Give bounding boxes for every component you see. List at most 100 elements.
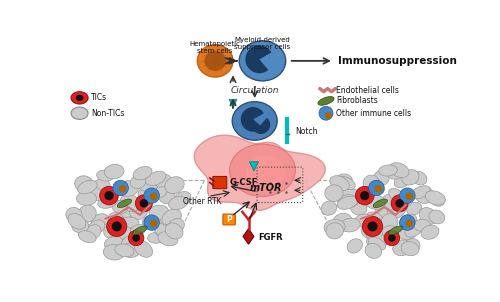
Text: mTOR: mTOR (250, 183, 282, 193)
Ellipse shape (115, 244, 134, 257)
Ellipse shape (361, 222, 378, 239)
Circle shape (140, 199, 148, 207)
Ellipse shape (72, 219, 88, 233)
Ellipse shape (325, 185, 343, 201)
Wedge shape (252, 118, 270, 134)
Circle shape (400, 188, 415, 203)
Circle shape (388, 234, 396, 242)
FancyBboxPatch shape (213, 176, 227, 189)
Ellipse shape (415, 187, 434, 203)
Circle shape (104, 191, 114, 200)
Circle shape (360, 191, 370, 200)
Text: Endothelial cells: Endothelial cells (336, 86, 399, 95)
Ellipse shape (330, 176, 349, 191)
Text: P: P (226, 215, 232, 224)
Ellipse shape (76, 95, 84, 101)
Ellipse shape (401, 242, 419, 256)
Ellipse shape (104, 221, 122, 238)
Ellipse shape (83, 187, 103, 201)
Circle shape (150, 193, 158, 200)
Circle shape (362, 217, 382, 236)
Ellipse shape (326, 223, 344, 239)
Ellipse shape (364, 212, 382, 226)
Ellipse shape (158, 188, 175, 204)
Ellipse shape (88, 220, 105, 235)
Ellipse shape (338, 195, 358, 208)
Ellipse shape (368, 183, 384, 195)
Ellipse shape (394, 174, 410, 188)
Ellipse shape (165, 177, 184, 194)
Ellipse shape (388, 188, 405, 203)
Ellipse shape (324, 220, 345, 235)
Ellipse shape (366, 234, 387, 249)
Ellipse shape (122, 236, 136, 249)
Circle shape (106, 217, 127, 236)
Ellipse shape (232, 102, 277, 140)
Circle shape (391, 195, 408, 212)
Ellipse shape (76, 191, 96, 205)
Ellipse shape (374, 170, 389, 186)
Ellipse shape (337, 196, 357, 209)
Ellipse shape (204, 51, 226, 71)
Text: Notch: Notch (295, 127, 318, 136)
Ellipse shape (154, 223, 173, 239)
Ellipse shape (118, 181, 139, 196)
Ellipse shape (71, 92, 88, 104)
Circle shape (325, 112, 332, 119)
Circle shape (400, 215, 415, 230)
Ellipse shape (68, 213, 86, 229)
Ellipse shape (104, 245, 124, 260)
Ellipse shape (174, 191, 191, 207)
Ellipse shape (141, 187, 158, 200)
Ellipse shape (198, 45, 233, 77)
Circle shape (113, 180, 128, 196)
Ellipse shape (133, 166, 152, 180)
Circle shape (384, 230, 400, 246)
FancyBboxPatch shape (223, 214, 235, 225)
Ellipse shape (364, 194, 385, 209)
Ellipse shape (378, 165, 398, 176)
Circle shape (150, 220, 158, 227)
Ellipse shape (78, 231, 96, 243)
Ellipse shape (158, 232, 178, 246)
Circle shape (406, 193, 413, 200)
Ellipse shape (165, 223, 183, 239)
Ellipse shape (168, 219, 184, 233)
Ellipse shape (239, 41, 286, 81)
Text: Immunosuppression: Immunosuppression (338, 56, 456, 66)
Ellipse shape (149, 205, 169, 220)
Ellipse shape (93, 179, 110, 194)
Text: G-CSF: G-CSF (229, 178, 258, 187)
Text: FGFR: FGFR (258, 233, 282, 243)
Ellipse shape (137, 179, 158, 191)
Ellipse shape (375, 203, 393, 219)
Ellipse shape (388, 226, 403, 235)
Ellipse shape (71, 107, 88, 119)
Circle shape (396, 199, 404, 207)
Text: Non-TICs: Non-TICs (91, 109, 124, 118)
Ellipse shape (230, 144, 296, 196)
Ellipse shape (429, 210, 444, 224)
Ellipse shape (78, 180, 97, 194)
Ellipse shape (85, 225, 101, 239)
Circle shape (144, 188, 160, 203)
Ellipse shape (398, 228, 416, 239)
Circle shape (374, 185, 382, 193)
Text: Other RTK: Other RTK (182, 197, 222, 206)
Ellipse shape (334, 174, 352, 190)
Ellipse shape (246, 156, 285, 188)
Ellipse shape (404, 239, 420, 254)
Ellipse shape (389, 163, 409, 178)
Ellipse shape (118, 199, 132, 207)
Ellipse shape (168, 196, 188, 210)
Ellipse shape (397, 191, 413, 204)
Ellipse shape (392, 240, 411, 256)
Ellipse shape (104, 164, 124, 179)
Ellipse shape (421, 225, 439, 239)
Polygon shape (229, 99, 237, 109)
Ellipse shape (428, 192, 444, 206)
Ellipse shape (108, 213, 125, 227)
Text: Hematopoietic
stem cells: Hematopoietic stem cells (190, 41, 240, 54)
Ellipse shape (155, 175, 171, 187)
Ellipse shape (66, 207, 82, 222)
